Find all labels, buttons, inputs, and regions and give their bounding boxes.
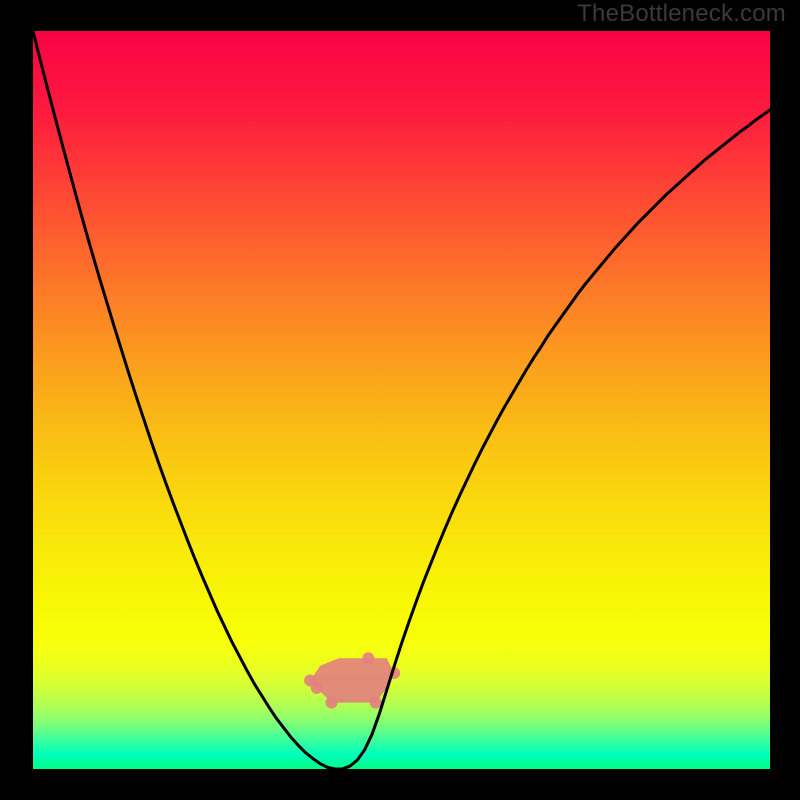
watermark-text: TheBottleneck.com — [577, 0, 786, 28]
bottleneck-chart-svg — [0, 0, 800, 800]
plot-background-gradient — [33, 31, 770, 769]
chart-stage: TheBottleneck.com — [0, 0, 800, 800]
